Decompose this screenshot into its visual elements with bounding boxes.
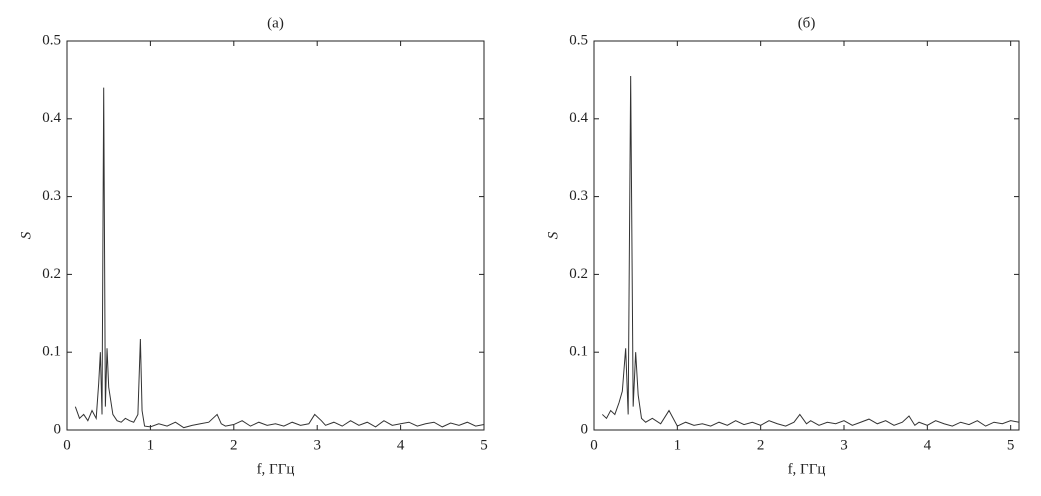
y-axis-label: S [545, 231, 561, 239]
x-tick-label: 5 [1007, 437, 1015, 453]
x-axis-label: f, ГГц [788, 461, 826, 477]
plot-frame [593, 40, 1020, 431]
y-tick-label: 0.3 [569, 188, 588, 204]
spectrum-line [601, 76, 1020, 427]
chart-title: (б) [798, 15, 816, 31]
plot-frame [66, 40, 485, 431]
y-tick-label: 0.3 [42, 188, 61, 204]
x-axis-label: f, ГГц [257, 461, 295, 477]
y-tick-label: 0.4 [42, 110, 61, 126]
spectrum-line [74, 87, 485, 429]
x-tick-label: 3 [313, 437, 321, 453]
y-tick-label: 0.1 [569, 344, 588, 360]
y-tick-label: 0.1 [42, 344, 61, 360]
chart-title: (а) [267, 15, 284, 31]
x-tick-label: 0 [590, 437, 598, 453]
y-tick-label: 0.5 [42, 32, 61, 48]
y-tick-label: 0 [581, 421, 589, 437]
x-tick-label: 1 [674, 437, 682, 453]
y-tick-label: 0.2 [569, 266, 588, 282]
x-tick-label: 2 [230, 437, 238, 453]
y-tick-label: 0.4 [569, 110, 588, 126]
x-tick-label: 2 [757, 437, 765, 453]
x-tick-label: 3 [840, 437, 848, 453]
x-tick-label: 1 [147, 437, 155, 453]
y-tick-label: 0 [54, 421, 62, 437]
x-tick-label: 0 [63, 437, 71, 453]
x-tick-label: 4 [397, 437, 405, 453]
x-tick-label: 5 [480, 437, 488, 453]
y-tick-label: 0.5 [569, 32, 588, 48]
y-axis-label: S [18, 231, 34, 239]
x-tick-label: 4 [924, 437, 932, 453]
y-tick-label: 0.2 [42, 266, 61, 282]
